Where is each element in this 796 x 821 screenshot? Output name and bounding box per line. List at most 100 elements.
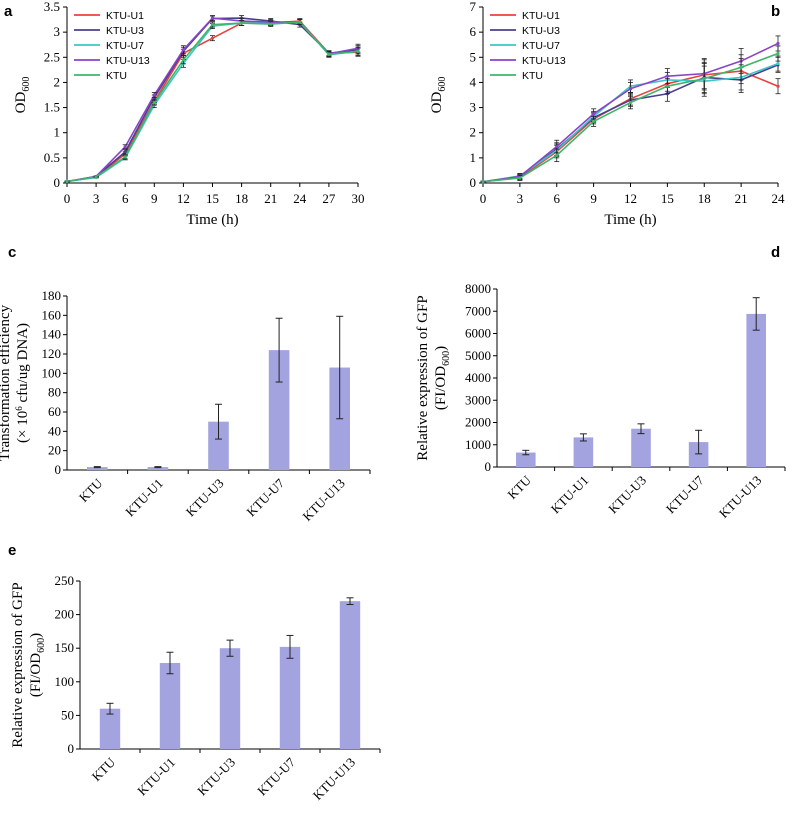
category-label: KTU-U7 xyxy=(663,472,707,516)
bar-ktu-u3 xyxy=(208,421,229,470)
y-tick-label: 80 xyxy=(48,385,61,400)
y-tick-label: 40 xyxy=(48,423,61,438)
x-axis-title: Time (h) xyxy=(604,212,656,228)
panel-a-letter: a xyxy=(4,3,13,20)
data-point xyxy=(628,100,633,105)
y-tick-label: 0 xyxy=(55,462,62,477)
data-point xyxy=(356,49,360,53)
data-point xyxy=(123,150,127,154)
category-label: KTU-U3 xyxy=(183,476,227,520)
category-label: KTU-U1 xyxy=(134,755,178,799)
x-tick-label: 15 xyxy=(206,191,219,206)
category-label: KTU-U1 xyxy=(548,473,592,517)
data-point xyxy=(665,74,669,78)
y-axis-title-post: ) xyxy=(433,346,449,351)
x-tick-label: 21 xyxy=(735,191,748,206)
category-label: KTU xyxy=(504,472,534,502)
y-axis-title-main: OD xyxy=(429,92,445,114)
y-tick-label: 100 xyxy=(55,674,75,689)
y-tick-label: 0.5 xyxy=(44,150,60,165)
y-tick-label: 120 xyxy=(42,346,62,361)
y-tick-label: 5 xyxy=(470,49,477,64)
y-tick-label: 150 xyxy=(55,640,75,655)
legend-label: KTU-U13 xyxy=(106,55,150,67)
data-point xyxy=(210,16,215,20)
bar-ktu xyxy=(99,708,121,749)
x-tick-label: 27 xyxy=(322,191,336,206)
y-axis-title-line1: Relative expression of GFP xyxy=(10,582,26,747)
y-tick-label: 1000 xyxy=(465,437,491,452)
data-point xyxy=(240,21,244,25)
y-axis-title-line2: (× 106 cfu/ug DNA) xyxy=(14,323,31,443)
data-point xyxy=(123,155,127,159)
y-axis-title-sub: 600 xyxy=(36,638,47,653)
data-point xyxy=(702,77,706,81)
y-tick-label: 20 xyxy=(48,443,61,458)
y-axis-title-line2: (FI/OD600) xyxy=(433,346,452,410)
x-tick-label: 12 xyxy=(177,191,190,206)
legend-label: KTU-U7 xyxy=(106,40,144,52)
category-label: KTU-U7 xyxy=(243,475,287,519)
bar-ktu-u3 xyxy=(631,428,651,467)
panel-e: e 0 50 100 150 200 250 KTU KTU-U1 KTU-U3 KTU-U7 KTU… xyxy=(8,542,381,803)
legend-label: KTU xyxy=(522,70,543,82)
y-axis-title-pre: (FI/OD xyxy=(28,653,44,697)
panel-c: c 0 20 40 60 80 100 120 140 160 180 KTU KTU-U1 KTU-U3… xyxy=(0,244,371,524)
category-label: KTU-U13 xyxy=(716,473,764,521)
y-tick-label: 0 xyxy=(470,175,477,190)
panel-a: a 0 0.5 1 1.5 2 2.5 3 3.5 0 3 6 9 12 15 18 21 24 27 30 Time … xyxy=(4,0,365,228)
legend-label: KTU-U7 xyxy=(522,40,560,52)
y-axis-title-post: cfu/ug DNA) xyxy=(15,323,31,406)
y-tick-label: 160 xyxy=(42,307,62,322)
data-point xyxy=(210,23,215,27)
legend-label: KTU-U1 xyxy=(522,10,560,22)
y-tick-label: 3 xyxy=(470,100,477,115)
category-label: KTU-U1 xyxy=(122,476,166,520)
x-tick-label: 18 xyxy=(235,191,248,206)
y-tick-label: 0 xyxy=(68,741,75,756)
data-point xyxy=(628,87,633,91)
data-point xyxy=(152,100,156,105)
data-point xyxy=(592,119,596,123)
y-tick-label: 7000 xyxy=(465,303,491,318)
data-point xyxy=(327,52,331,56)
y-tick-label: 180 xyxy=(42,288,62,303)
data-point xyxy=(739,65,743,69)
legend-label: KTU-U3 xyxy=(106,25,144,37)
y-tick-label: 6 xyxy=(470,24,477,39)
bar-ktu-u7 xyxy=(688,442,709,467)
bar-ktu-u13 xyxy=(746,313,766,467)
data-point xyxy=(592,112,596,116)
y-tick-label: 140 xyxy=(42,327,62,342)
category-label: KTU-U3 xyxy=(605,473,649,517)
data-point xyxy=(776,61,780,66)
data-point xyxy=(481,180,485,184)
category-label: KTU-U3 xyxy=(194,755,238,799)
x-tick-label: 9 xyxy=(151,191,158,206)
x-tick-label: 12 xyxy=(624,191,637,206)
x-tick-label: 3 xyxy=(93,191,100,206)
bar-ktu-u7 xyxy=(279,646,301,749)
bar-ktu-u1 xyxy=(159,662,181,749)
y-tick-label: 2000 xyxy=(465,415,491,430)
data-point xyxy=(776,51,780,56)
y-tick-label: 50 xyxy=(61,707,74,722)
y-tick-label: 0 xyxy=(54,175,61,190)
category-label: KTU xyxy=(89,754,119,784)
y-axis-title: OD600 xyxy=(13,77,32,114)
bar-ktu xyxy=(516,452,536,467)
x-tick-label: 24 xyxy=(772,191,786,206)
y-axis-title-line1: Transformation efficiency xyxy=(0,304,13,461)
data-point xyxy=(181,58,185,62)
y-tick-label: 2 xyxy=(54,74,61,89)
data-point xyxy=(210,36,215,40)
category-label: KTU-U13 xyxy=(310,755,358,803)
panel-c-letter: c xyxy=(8,244,16,261)
data-point xyxy=(555,144,559,149)
panel-b-letter: b xyxy=(771,3,780,20)
y-tick-label: 250 xyxy=(55,573,75,588)
y-tick-label: 7 xyxy=(470,0,477,14)
y-tick-label: 1 xyxy=(470,150,477,165)
